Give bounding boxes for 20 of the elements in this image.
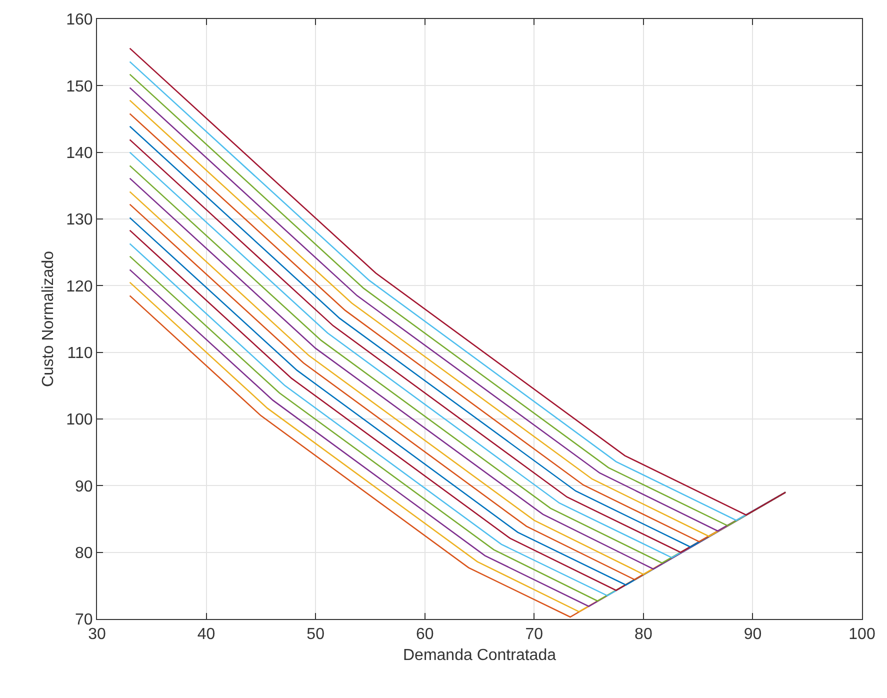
y-tick-label: 120 — [66, 278, 93, 296]
y-tick-label: 80 — [75, 544, 93, 562]
x-tick-label: 50 — [306, 626, 325, 644]
x-tick-label: 80 — [634, 626, 652, 644]
y-tick-label: 110 — [67, 344, 93, 362]
x-tick-label: 100 — [848, 626, 876, 644]
y-tick-label: 130 — [66, 212, 93, 229]
y-tick-label: 70 — [75, 612, 93, 629]
x-tick-label: 70 — [525, 626, 544, 644]
y-tick-label: 140 — [66, 144, 93, 162]
y-tick-label: 150 — [66, 78, 93, 96]
y-axis-title: Custo Normalizado — [40, 250, 57, 388]
x-tick-label: 60 — [416, 626, 434, 644]
x-tick-label: 90 — [744, 626, 762, 644]
y-tick-label: 90 — [75, 478, 93, 496]
x-tick-label: 40 — [197, 626, 216, 644]
y-tick-label: 160 — [66, 12, 93, 29]
y-tick-label: 100 — [66, 412, 93, 429]
x-axis-title: Demanda Contratada — [403, 646, 556, 664]
x-tick-label: 30 — [88, 626, 106, 644]
